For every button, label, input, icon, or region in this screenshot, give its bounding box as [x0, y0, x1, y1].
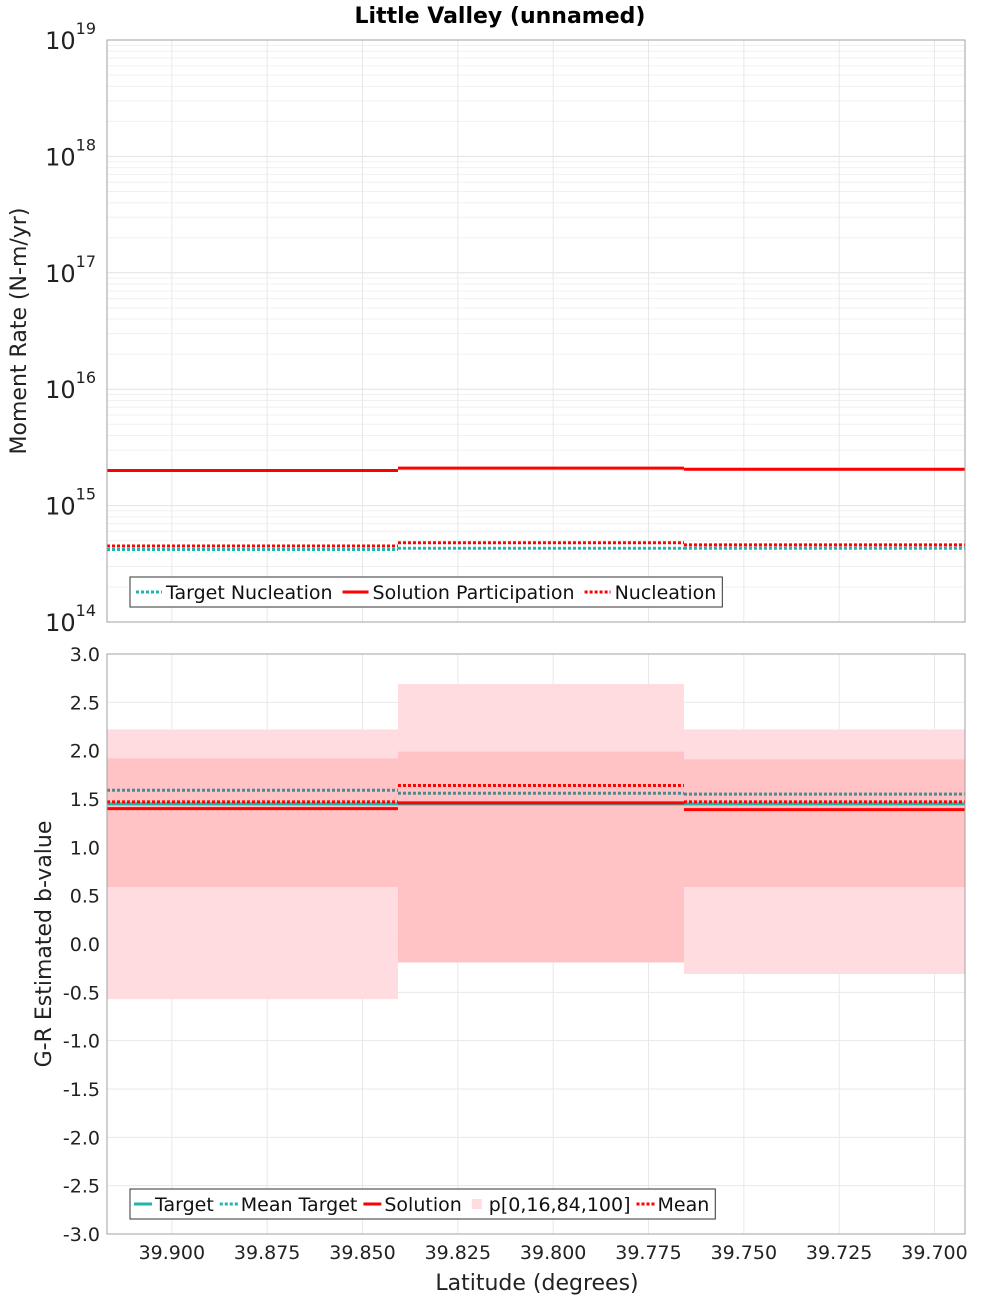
- legend-swatch: [471, 1199, 482, 1209]
- y-tick-label: 3.0: [70, 644, 100, 666]
- y-tick-label: 2.0: [70, 741, 100, 763]
- bottom-panel: -3.0 -2.5 -2.0 -1.5 -1.0 -0.5 0.0 0.5 1.0 1.5 2.0 2…: [32, 644, 968, 1264]
- y-tick-label: -2.0: [63, 1127, 100, 1149]
- x-axis-label: Latitude (degrees): [435, 1271, 638, 1296]
- legend-label: Target: [154, 1194, 214, 1216]
- y-tick-label: -2.5: [63, 1176, 100, 1198]
- y-tick-label: 0.5: [70, 886, 100, 908]
- y-axis-label: G-R Estimated b-value: [32, 821, 57, 1068]
- y-tick-label: 1015: [45, 485, 96, 521]
- legend-label: Solution: [384, 1194, 461, 1216]
- y-tick-label: -1.5: [63, 1079, 100, 1101]
- y-tick-label: 1017: [45, 252, 96, 288]
- x-tick-label: 39.775: [615, 1242, 681, 1264]
- legend-label: Mean Target: [241, 1194, 358, 1216]
- band-inner: [397, 751, 684, 963]
- chart-title: Little Valley (unnamed): [355, 4, 646, 29]
- legend-box: [129, 576, 723, 608]
- y-tick-label: 1.5: [70, 789, 100, 811]
- top-panel: 1014 1015 1016 1017 1018 1019 Moment Rate (N-m…: [7, 19, 966, 637]
- legend-label: p[0,16,84,100]: [489, 1194, 631, 1216]
- y-tick-label: 1014: [45, 601, 96, 637]
- x-tick-label: 39.725: [806, 1242, 872, 1264]
- y-tick-label: -3.0: [63, 1224, 100, 1246]
- y-tick-label: -0.5: [63, 982, 100, 1004]
- x-tick-label: 39.800: [520, 1242, 586, 1264]
- legend-label: Nucleation: [615, 582, 717, 604]
- legend-label: Target Nucleation: [165, 582, 333, 604]
- x-tick-label: 39.900: [139, 1242, 205, 1264]
- x-tick-label: 39.750: [711, 1242, 777, 1264]
- x-tick-label: 39.825: [425, 1242, 491, 1264]
- legend-label: Solution Participation: [373, 582, 575, 604]
- y-tick-label: 0.0: [70, 934, 100, 956]
- band-inner: [683, 759, 965, 887]
- legend-label: Mean: [658, 1194, 710, 1216]
- y-axis-label: Moment Rate (N-m/yr): [7, 208, 32, 455]
- band-inner: [107, 758, 398, 887]
- y-tick-label: 2.5: [70, 692, 100, 714]
- y-tick-label: 1019: [45, 19, 96, 55]
- plot-frame: [106, 39, 966, 623]
- y-tick-label: -1.0: [63, 1031, 100, 1053]
- y-tick-label: 1.0: [70, 837, 100, 859]
- y-tick-label: 1018: [45, 135, 96, 171]
- y-tick-label: 1016: [45, 368, 96, 404]
- x-tick-label: 39.700: [901, 1242, 967, 1264]
- plot-frame: [106, 653, 966, 1235]
- x-tick-label: 39.850: [329, 1242, 395, 1264]
- x-tick-label: 39.875: [234, 1242, 300, 1264]
